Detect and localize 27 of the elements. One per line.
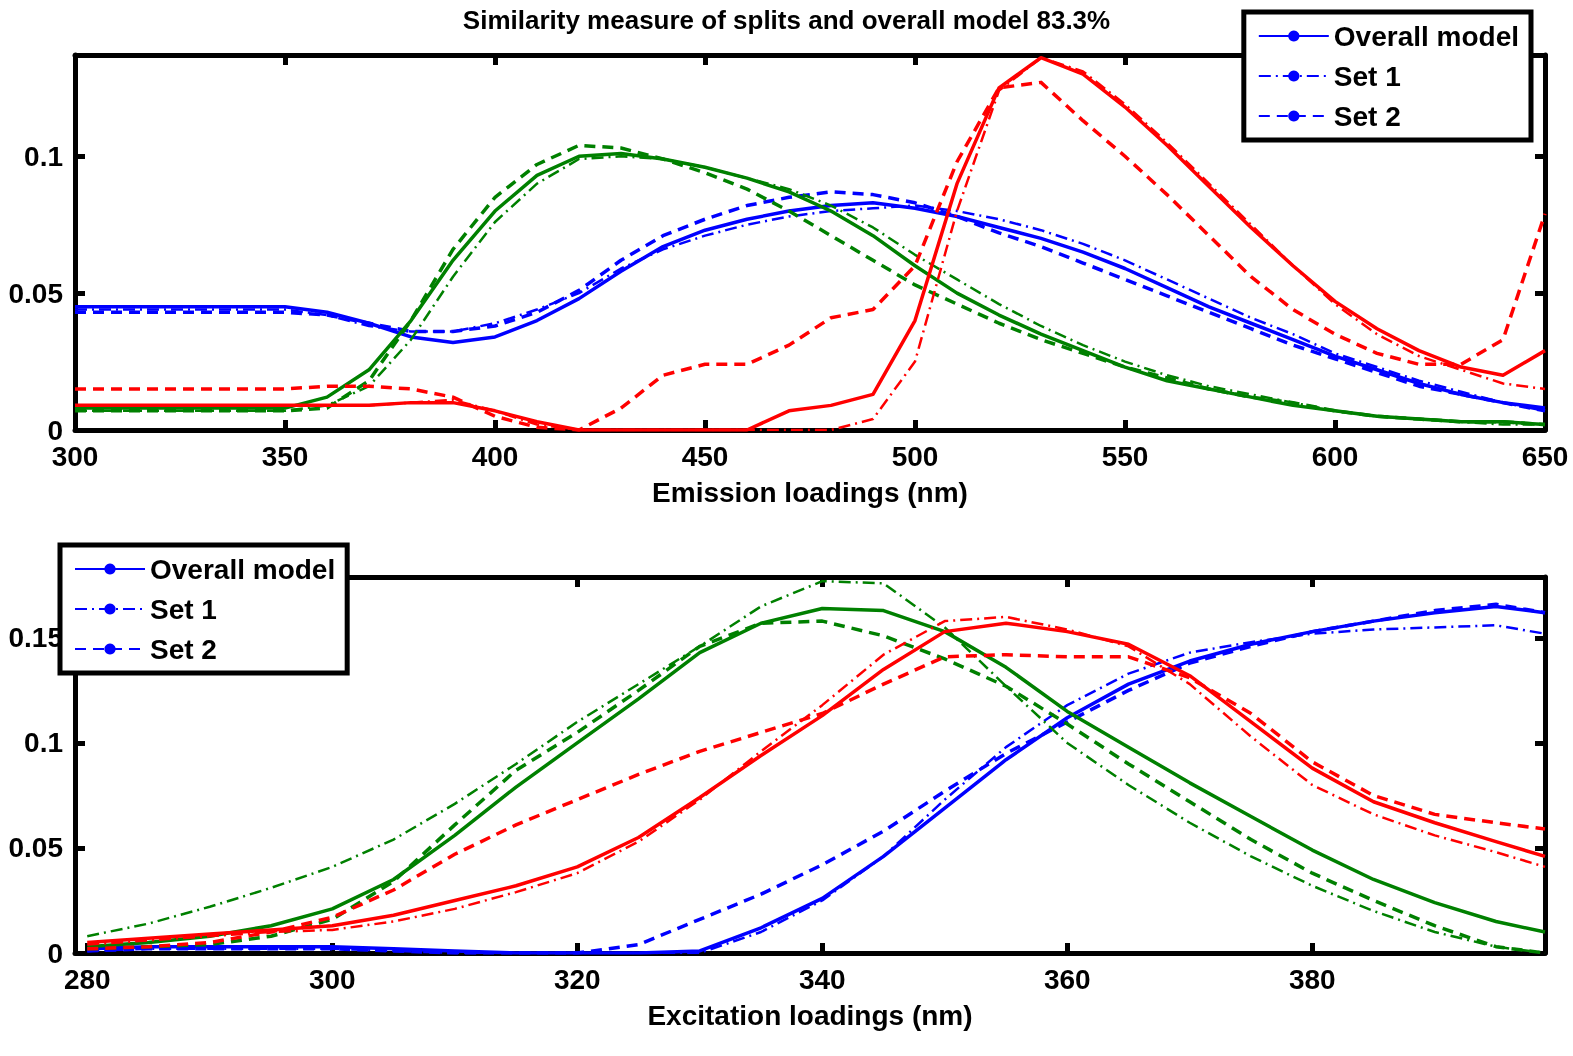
- legend-label: Overall model: [1333, 20, 1519, 52]
- legend-label: Set 1: [150, 593, 217, 625]
- x-tick-label: 500: [891, 440, 939, 472]
- y-tick-label: 0: [47, 937, 63, 969]
- x-tick-label: 650: [1521, 440, 1569, 472]
- x-axis-title: Emission loadings (nm): [652, 476, 968, 508]
- legend-label: Overall model: [150, 553, 336, 585]
- y-tick-label: 0.1: [24, 140, 63, 172]
- legend-label: Set 2: [150, 633, 217, 665]
- x-tick-label: 300: [308, 963, 356, 995]
- x-tick-label: 360: [1043, 963, 1091, 995]
- x-axis-title: Excitation loadings (nm): [647, 999, 973, 1031]
- legend-label: Set 2: [1333, 100, 1401, 132]
- legend-label: Set 1: [1333, 60, 1401, 92]
- chart-title: Similarity measure of splits and overall model 83.3%: [462, 5, 1111, 35]
- x-tick-label: 280: [63, 963, 111, 995]
- x-tick-label: 550: [1101, 440, 1149, 472]
- x-tick-label: 340: [798, 963, 846, 995]
- x-tick-label: 400: [471, 440, 519, 472]
- x-tick-label: 320: [553, 963, 601, 995]
- x-tick-label: 380: [1288, 963, 1336, 995]
- y-tick-label: 0.05: [8, 277, 63, 309]
- x-tick-label: 350: [261, 440, 309, 472]
- x-tick-label: 600: [1311, 440, 1359, 472]
- y-tick-label: 0.05: [8, 832, 63, 864]
- y-tick-label: 0.1: [24, 727, 63, 759]
- x-tick-label: 450: [681, 440, 729, 472]
